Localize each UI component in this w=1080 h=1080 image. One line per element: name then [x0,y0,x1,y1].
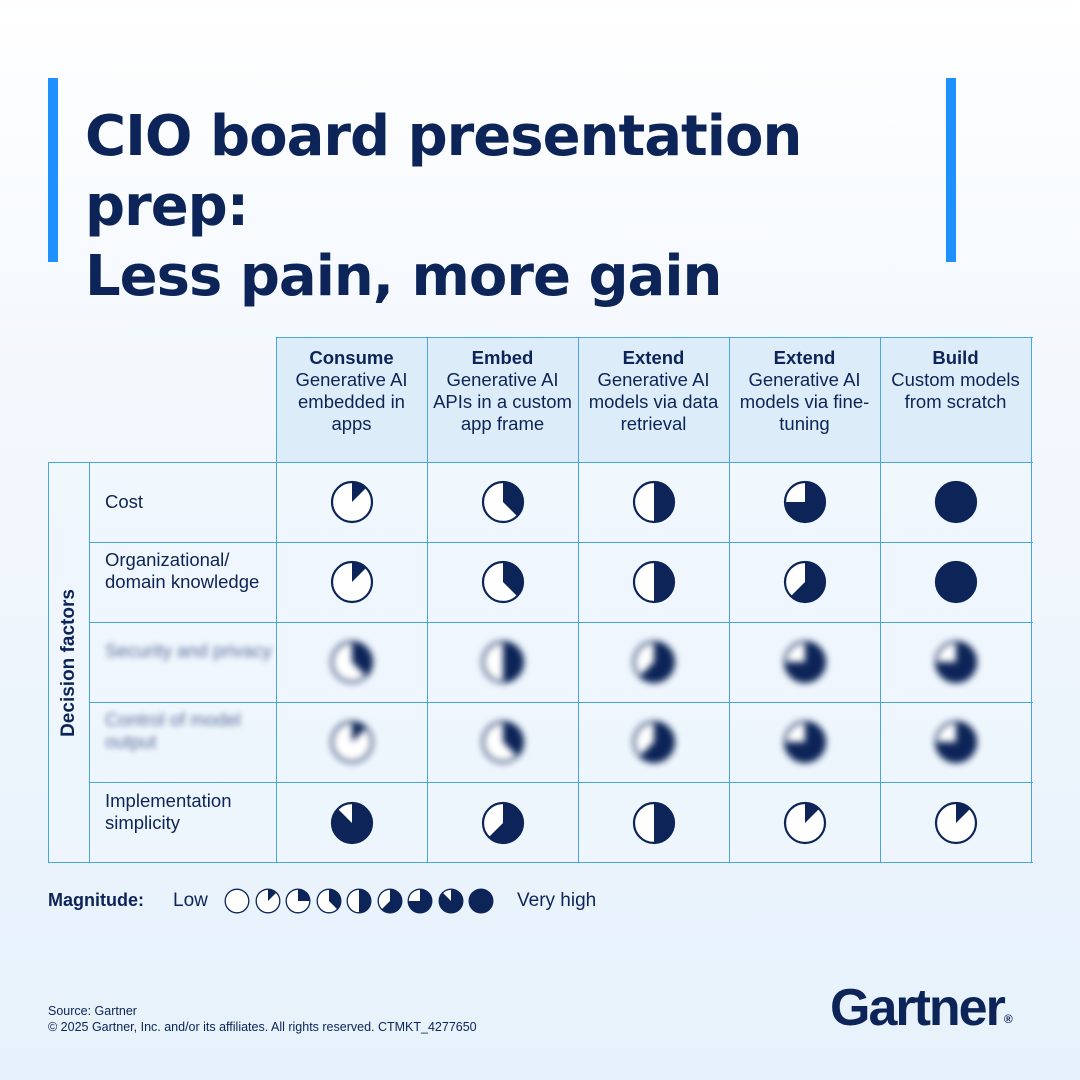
harvey-ball-icon [934,720,978,764]
footer-source: Source: Gartner © 2025 Gartner, Inc. and… [48,1003,477,1035]
column-header-title: Build [932,347,979,368]
legend-high-label: Very high [517,890,597,911]
harvey-ball-icon [632,640,676,684]
column-header: Build Custom models from scratch [880,347,1031,413]
grid-line-col [578,337,579,863]
column-header-subtitle: Generative AI models via data retrieval [588,369,719,434]
grid-line-row [89,702,1033,703]
matrix-body [48,462,1032,863]
source-line: Source: Gartner [48,1004,137,1018]
harvey-ball-icon [934,480,978,524]
column-header-title: Consume [309,347,394,368]
decision-factors-label: Decision factors [57,588,79,737]
harvey-ball-icon [481,560,525,604]
grid-line-header-bottom [48,462,1033,463]
column-header: Extend Generative AI models via fine-tuni… [729,347,880,435]
harvey-ball-icon [632,720,676,764]
side-label-box: Decision factors [48,462,89,863]
grid-line-top [276,337,1033,338]
harvey-ball-icon [783,720,827,764]
legend-harvey-icon [316,888,341,914]
logo-text: Gartner [830,979,1006,1037]
legend-label: Magnitude: [48,890,144,910]
title-line-2: Less pain, more gain [85,244,722,309]
harvey-ball-icon [481,720,525,764]
column-header: Extend Generative AI models via data retr… [578,347,729,435]
page-title: CIO board presentation prep: Less pain, … [85,102,945,312]
row-label: Cost [105,491,144,512]
column-header: Embed Generative AI APIs in a custom app … [427,347,578,435]
harvey-ball-icon [481,640,525,684]
row-label: Implementation simplicity [105,789,232,833]
column-header-band [276,337,1032,462]
legend-harvey-icon [224,888,250,914]
gartner-logo: Gartner® [830,979,1013,1037]
legend-harvey-icon [407,888,433,914]
harvey-ball-icon [934,801,978,845]
harvey-ball-icon [783,640,827,684]
row-label: Organizational/ domain knowledge [105,549,260,592]
column-header-subtitle: Generative AI embedded in apps [295,369,408,434]
grid-line-col [427,337,428,863]
legend-harvey-icon [255,888,280,914]
column-header-title: Extend [773,347,836,368]
legend-harvey-icon [468,888,494,914]
legend-harvey-icon [377,888,402,914]
harvey-ball-icon [632,801,676,845]
harvey-ball-icon [481,801,525,845]
grid-line-left [48,462,49,863]
harvey-ball-icon [934,640,978,684]
column-header-subtitle: Generative AI models via fine-tuning [739,369,870,434]
legend-harvey-icon [438,888,463,914]
harvey-ball-icon [330,560,374,604]
harvey-ball-icon [632,560,676,604]
harvey-ball-icon [783,801,827,845]
grid-line-side [89,462,90,863]
decision-matrix: Decision factors Consume Generative AI em… [48,337,1033,863]
harvey-ball-icon [783,480,827,524]
grid-line-bottom [48,862,1033,863]
grid-line-col [729,337,730,863]
harvey-ball-icon [934,560,978,604]
legend-harvey-icon [346,888,372,914]
accent-bar-right [946,78,956,262]
column-header-subtitle: Custom models from scratch [891,369,1020,412]
grid-line-col [880,337,881,863]
column-header: Consume Generative AI embedded in apps [276,347,427,435]
legend-harvey-icon [285,888,311,914]
harvey-ball-icon [330,801,374,845]
legend-low-label: Low [173,890,208,911]
accent-bar-left [48,78,58,262]
grid-line-row [89,542,1033,543]
grid-line-row [89,622,1033,623]
harvey-ball-icon [330,640,374,684]
column-header-title: Embed [471,347,534,368]
column-header-title: Extend [622,347,685,368]
harvey-ball-icon [330,480,374,524]
title-line-1: CIO board presentation prep: [85,104,802,239]
grid-line-col [1031,337,1032,863]
harvey-ball-icon [481,480,525,524]
harvey-ball-icon [632,480,676,524]
grid-line-col [276,337,277,863]
harvey-ball-icon [330,720,374,764]
column-header-subtitle: Generative AI APIs in a custom app frame [433,369,572,434]
row-label: Control of model output [105,709,241,752]
row-label: Security and privacy [105,640,272,661]
grid-line-row [89,782,1033,783]
copyright-line: © 2025 Gartner, Inc. and/or its affiliat… [48,1020,477,1034]
harvey-ball-icon [783,560,827,604]
